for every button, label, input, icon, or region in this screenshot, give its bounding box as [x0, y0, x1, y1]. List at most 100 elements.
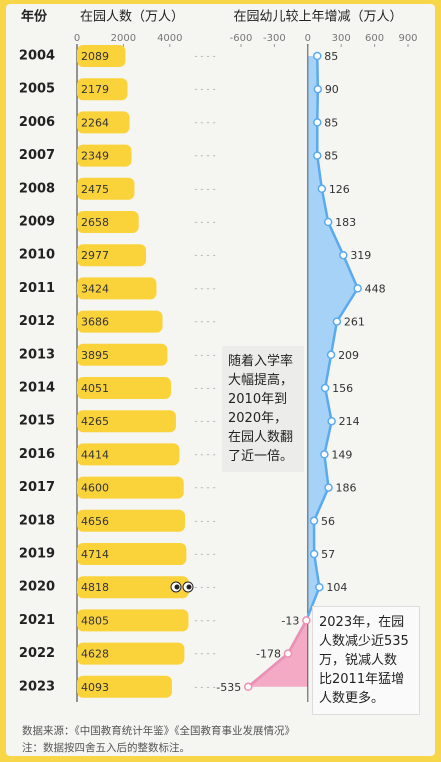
bar [77, 410, 176, 433]
separator: - - - - [194, 616, 216, 626]
separator: - - - - [194, 682, 216, 692]
year-label: 2013 [19, 347, 55, 362]
point [313, 51, 322, 61]
point [313, 118, 322, 127]
separator: - - - - [194, 583, 216, 593]
bar [77, 443, 180, 466]
annotation-line: 2020年， [228, 411, 288, 426]
annotation-line: 2010年到 [228, 392, 288, 407]
x-tick-label: 900 [398, 33, 417, 44]
separator: - - - - [194, 184, 216, 194]
annotation-line: 了近一倍。 [228, 449, 294, 464]
value-label: 85 [324, 50, 338, 63]
annotation-line: 大幅提高， [228, 373, 294, 388]
year-label: 2015 [19, 414, 55, 429]
year-label: 2016 [19, 447, 55, 462]
value-label: 186 [336, 482, 357, 495]
bar [77, 343, 168, 366]
point [313, 84, 323, 94]
year-label: 2018 [19, 513, 55, 528]
year-label: 2020 [19, 580, 55, 595]
bar [77, 78, 128, 101]
bar [77, 509, 186, 532]
year-label: 2011 [19, 281, 55, 296]
year-label: 2006 [19, 115, 55, 130]
annotation-line: 随着入学率 [228, 354, 294, 369]
separator: - - - - [194, 450, 216, 460]
year-label: 2017 [19, 480, 55, 495]
x-tick-label: 0 [305, 33, 311, 44]
value-label: 214 [339, 415, 360, 428]
point [332, 317, 342, 326]
annotation-line: 比2011年猛增 [319, 672, 405, 687]
bar-label: 2977 [81, 249, 109, 262]
x-tick-label: -300 [263, 33, 286, 44]
bar-label: 4628 [81, 648, 109, 661]
bar-label: 4656 [81, 515, 109, 528]
x-tick-label: 2000 [111, 33, 136, 44]
separator: - - - - [194, 118, 216, 128]
year-label: 2004 [19, 49, 55, 64]
bar [77, 675, 172, 698]
bar-label: 3424 [81, 282, 109, 295]
annotation: 2023年，在园 人数减少近535 万，锐减人数 比2011年猛增 人数更多。 [312, 606, 420, 715]
pupil [174, 584, 180, 590]
year-label: 2014 [19, 381, 55, 396]
year-label: 2021 [19, 613, 55, 628]
value-label: 56 [321, 515, 335, 528]
point [309, 549, 319, 559]
value-label: 57 [321, 548, 335, 561]
value-label: -535 [216, 681, 241, 694]
area-positive [307, 56, 358, 687]
bar [77, 377, 171, 399]
annotation: 随着入学率 大幅提高， 2010年到 2020年， 在园人数翻 了近一倍。 [222, 346, 304, 472]
separator: - - - - [194, 384, 216, 394]
year-label: 2022 [19, 646, 55, 661]
year-label: 2008 [19, 181, 55, 196]
point [302, 616, 311, 625]
bar [77, 244, 147, 267]
point [324, 483, 333, 492]
x-tick-label: 0 [74, 33, 80, 44]
point [309, 516, 319, 526]
value-label: -13 [281, 614, 299, 627]
bar-label: 2349 [81, 150, 109, 163]
bar-label: 4414 [81, 448, 109, 461]
annotation-line: 人数更多。 [319, 691, 385, 706]
value-label: 104 [326, 581, 347, 594]
separator: - - - - [194, 483, 216, 493]
bar-label: 2089 [81, 50, 109, 63]
bar-title: 在园人数（万人） [80, 10, 184, 25]
annotation-line: 人数减少近535 [319, 634, 409, 649]
value-label: 126 [329, 183, 350, 196]
separator: - - - - [194, 649, 216, 659]
bar [77, 144, 132, 167]
bar-label: 4714 [81, 548, 109, 561]
bar-label: 4093 [81, 681, 109, 694]
bar [77, 576, 189, 599]
value-label: 85 [324, 116, 338, 129]
annotation-line: 2023年，在园 [319, 615, 405, 630]
bar [77, 45, 126, 67]
separator: - - - - [194, 218, 216, 228]
year-label: 2007 [19, 148, 55, 163]
annotation-line: 万，锐减人数 [319, 653, 398, 668]
year-label: 2012 [19, 314, 55, 329]
separator: - - - - [194, 516, 216, 526]
footer: 数据来源：《中国教育统计年鉴》《全国教育事业发展情况》 [22, 724, 295, 737]
bar-label: 4265 [81, 415, 109, 428]
bar-label: 4805 [81, 614, 109, 627]
point [283, 649, 293, 658]
bar [77, 609, 189, 632]
bar [77, 277, 157, 300]
value-label: 319 [350, 249, 371, 262]
bar [77, 476, 184, 499]
line [247, 55, 360, 688]
point [320, 450, 329, 459]
value-label: 149 [331, 448, 352, 461]
value-label: 209 [338, 349, 359, 362]
bar-label: 4600 [81, 482, 109, 495]
value-label: 90 [325, 83, 339, 96]
year-label: 2010 [19, 248, 55, 263]
